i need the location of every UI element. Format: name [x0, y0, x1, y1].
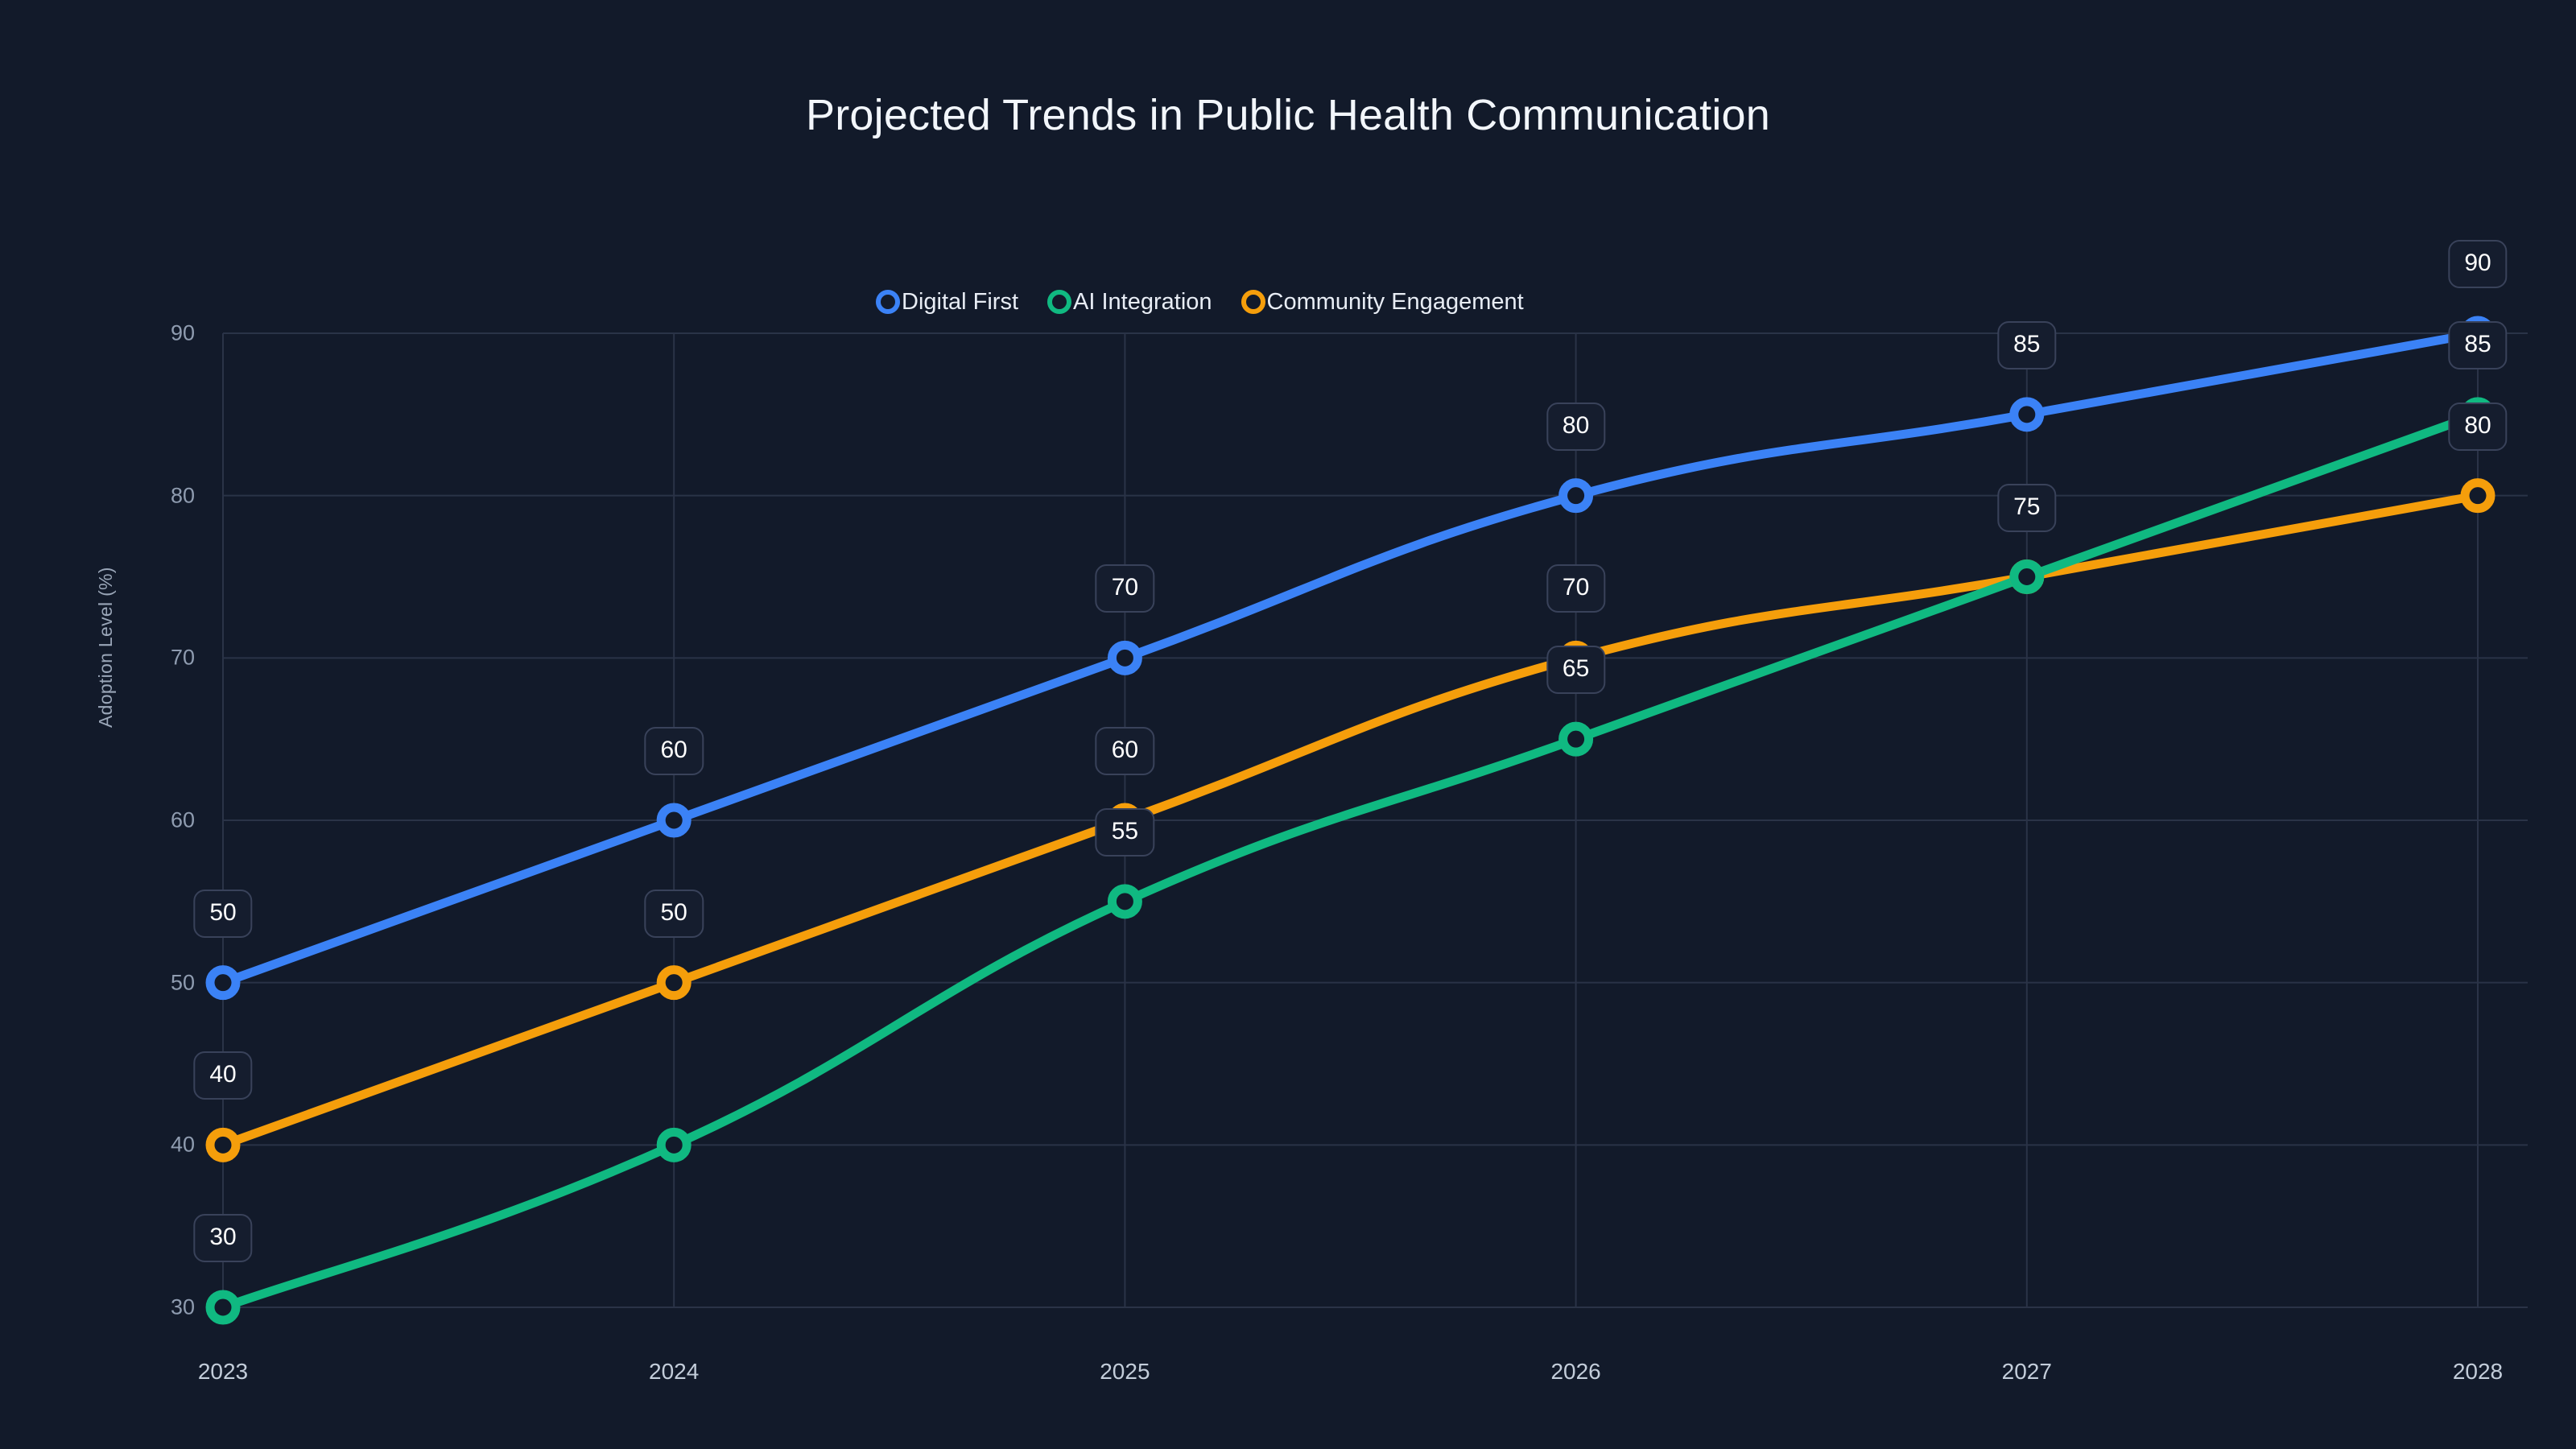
- data-point-label: 50: [193, 889, 253, 938]
- data-point-label: 80: [1546, 402, 1606, 451]
- data-point-marker[interactable]: [205, 965, 241, 1001]
- data-point-label: 85: [1997, 320, 2057, 369]
- data-point-marker[interactable]: [205, 1127, 241, 1162]
- line-digital-first: [218, 328, 2483, 988]
- series-lines: [218, 328, 2483, 1312]
- data-point-label: 75: [1997, 483, 2057, 532]
- legend-item-community-engagement[interactable]: Community Engagement: [1241, 286, 1524, 318]
- data-point-label: 85: [2448, 320, 2508, 369]
- legend-item-digital-first[interactable]: Digital First: [876, 286, 1018, 318]
- gridlines: [222, 332, 2528, 1308]
- y-tick-label: 80: [170, 483, 195, 508]
- data-point-marker[interactable]: [1107, 884, 1142, 919]
- y-tick-label: 40: [170, 1132, 195, 1157]
- legend-item-label: AI Integration: [1073, 288, 1212, 315]
- data-point-label: 60: [644, 727, 704, 775]
- data-point-marker[interactable]: [2460, 478, 2496, 514]
- data-point-marker[interactable]: [2009, 559, 2045, 594]
- line-community-engagement: [218, 491, 2483, 1150]
- y-tick-label: 70: [170, 645, 195, 670]
- legend-item-ai-integration[interactable]: AI Integration: [1047, 286, 1212, 318]
- legend-item-label: Community Engagement: [1266, 288, 1524, 315]
- x-tick-label: 2028: [2452, 1359, 2504, 1384]
- y-tick-label: 60: [170, 807, 195, 832]
- data-point-label: 60: [1095, 727, 1155, 775]
- data-point-marker[interactable]: [656, 803, 691, 838]
- data-point-marker[interactable]: [1558, 478, 1594, 514]
- y-tick-label: 30: [170, 1294, 195, 1319]
- data-point-marker[interactable]: [1107, 640, 1142, 675]
- legend-item-label: Digital First: [902, 288, 1019, 315]
- data-point-label: 65: [1546, 646, 1606, 695]
- circle-outline-icon: [876, 290, 900, 314]
- data-point-label: 80: [2448, 402, 2508, 451]
- y-axis-title: Adoption Level (%): [95, 567, 116, 728]
- x-tick-label: 2023: [197, 1359, 249, 1384]
- x-tick-label: 2026: [1550, 1359, 1601, 1384]
- chart-legend: Digital First AI Integration Community Eng…: [876, 286, 1524, 318]
- data-point-label: 70: [1095, 564, 1155, 613]
- data-point-label: 50: [644, 889, 704, 938]
- x-tick-label: 2027: [2001, 1359, 2052, 1384]
- x-tick-label: 2025: [1100, 1359, 1150, 1384]
- data-point-marker[interactable]: [2009, 397, 2045, 432]
- data-point-marker[interactable]: [1558, 721, 1594, 757]
- circle-outline-icon: [1047, 290, 1072, 314]
- y-tick-label: 50: [170, 970, 195, 995]
- y-tick-label: 90: [170, 320, 195, 345]
- data-point-marker[interactable]: [205, 1290, 241, 1325]
- line-ai-integration: [218, 410, 2483, 1312]
- data-point-label: 90: [2448, 240, 2508, 288]
- data-point-marker[interactable]: [656, 1127, 691, 1162]
- data-point-marker[interactable]: [656, 965, 691, 1001]
- data-point-label: 40: [193, 1051, 253, 1100]
- data-point-label: 55: [1095, 807, 1155, 857]
- circle-outline-icon: [1241, 290, 1265, 314]
- data-point-label: 70: [1546, 564, 1606, 613]
- page-title: Projected Trends in Public Health Commun…: [806, 91, 1770, 139]
- x-tick-label: 2024: [649, 1359, 700, 1384]
- data-point-label: 30: [193, 1214, 253, 1262]
